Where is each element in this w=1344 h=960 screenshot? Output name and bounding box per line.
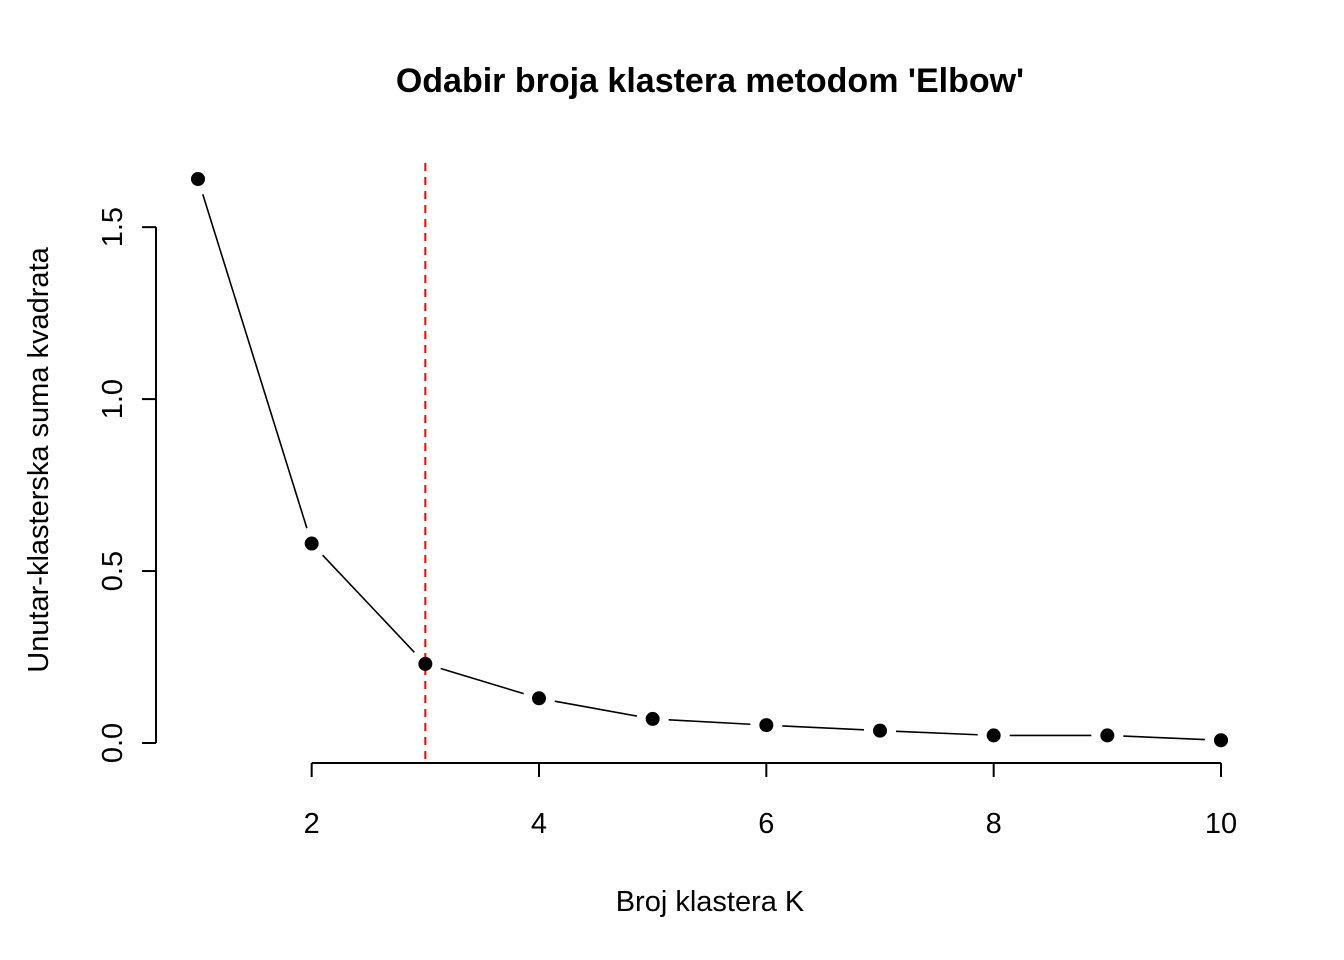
series-line-segment <box>782 725 865 731</box>
x-axis-label: Broj klastera K <box>616 886 805 918</box>
series-line-segment <box>554 700 638 717</box>
data-point <box>304 536 319 551</box>
data-point <box>532 691 546 706</box>
series-line-segment <box>1123 735 1206 741</box>
y-tick-label: 1.0 <box>97 379 129 419</box>
y-tick-label: 0.5 <box>97 551 129 591</box>
series-layer <box>191 172 1228 748</box>
y-axis-label: Unutar-klasterska suma kvadrata <box>23 246 55 672</box>
series-line-segment <box>895 730 978 736</box>
data-point <box>418 656 433 671</box>
data-point <box>1214 733 1228 748</box>
series-line-segment <box>668 718 751 726</box>
x-tick-label: 8 <box>986 808 1002 840</box>
data-point <box>759 718 774 733</box>
series-line-segment <box>440 667 524 695</box>
x-tick-label: 10 <box>1205 808 1237 840</box>
data-point <box>191 172 205 186</box>
chart-title: Odabir broja klastera metodom 'Elbow' <box>396 62 1024 100</box>
data-point <box>1100 728 1115 743</box>
x-tick-label: 4 <box>531 808 547 840</box>
y-tick-label: 1.5 <box>97 207 129 247</box>
x-tick-label: 6 <box>758 808 774 840</box>
x-axis: 2 4 6 8 10 <box>304 762 1237 840</box>
data-point <box>645 711 660 726</box>
data-point <box>873 723 887 738</box>
data-point <box>986 728 1001 743</box>
x-tick-label: 2 <box>304 808 320 840</box>
series-line-segment <box>201 194 308 529</box>
series-line-segment <box>322 554 415 653</box>
y-tick-label: 0.0 <box>97 723 129 763</box>
y-axis: 0.0 0.5 1.0 1.5 <box>97 207 157 763</box>
